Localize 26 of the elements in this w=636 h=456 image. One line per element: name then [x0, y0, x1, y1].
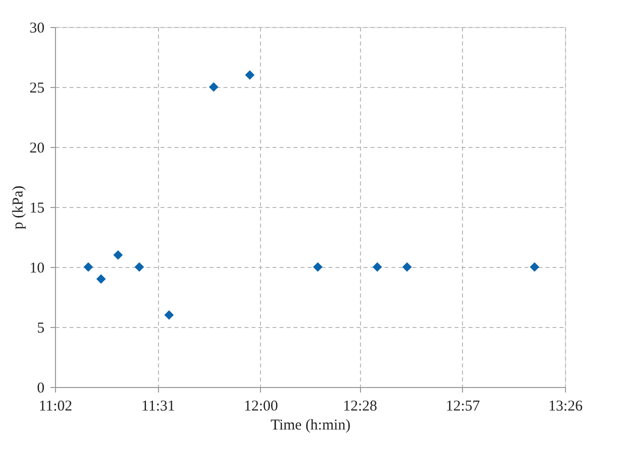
x-axis-title: Time (h:min) [270, 418, 350, 434]
point [372, 262, 382, 272]
y-tick-label: 25 [30, 80, 44, 96]
x-tick-label: 12:00 [244, 398, 278, 414]
y-tick-label: 15 [30, 200, 44, 216]
point [96, 274, 106, 284]
y-tick-label: 10 [30, 260, 44, 276]
point [134, 262, 144, 272]
point [402, 262, 412, 272]
x-tick-label: 13:26 [548, 398, 584, 414]
y-tick-label: 30 [30, 20, 44, 36]
y-tick-label: 20 [30, 140, 44, 156]
point [208, 82, 218, 92]
point [313, 262, 323, 272]
point [164, 310, 174, 320]
y-tick-label: 5 [37, 320, 44, 336]
point [245, 70, 255, 80]
point [84, 262, 94, 272]
x-tick-label: 11:02 [38, 398, 72, 414]
point [530, 262, 540, 272]
x-tick-label: 12:57 [446, 398, 480, 414]
y-axis-title: p (kPa) [10, 186, 26, 230]
point [113, 250, 123, 260]
x-tick-label: 12:28 [343, 398, 378, 414]
y-tick-label: 0 [37, 380, 44, 396]
x-tick-label: 11:31 [141, 398, 176, 414]
